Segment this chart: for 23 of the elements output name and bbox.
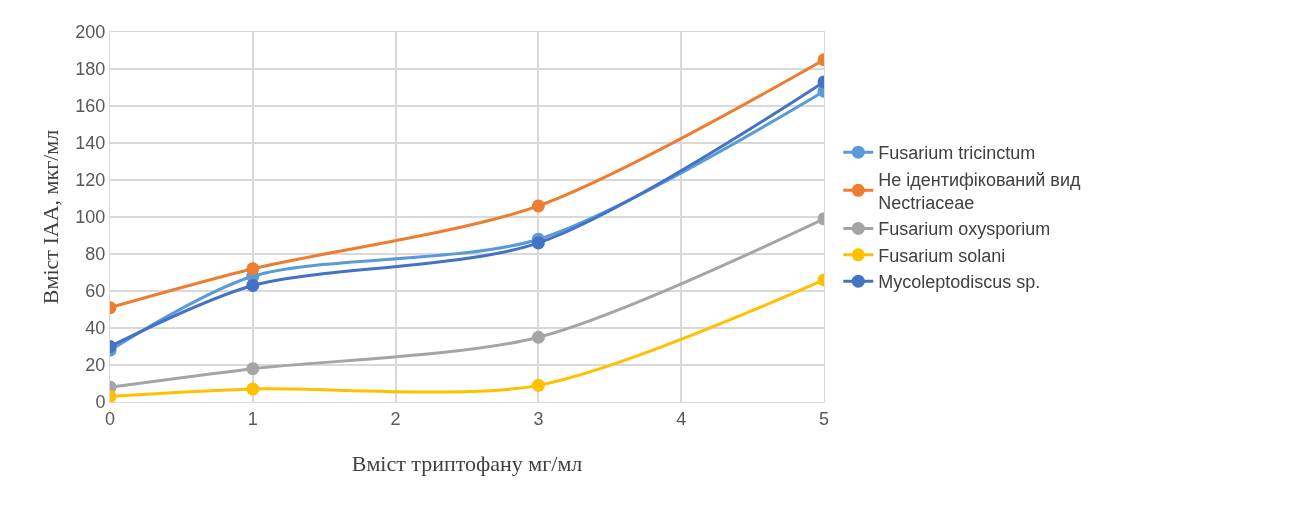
y-tick-label: 200 — [75, 22, 106, 43]
y-tick-label: 60 — [85, 281, 106, 302]
y-tick-label: 120 — [75, 170, 106, 191]
x-tick-label: 3 — [533, 408, 544, 429]
y-tick-label: 180 — [75, 59, 106, 80]
y-tick-label: 140 — [75, 133, 106, 154]
legend-label: Mycoleptodiscus sp. — [878, 272, 1041, 293]
y-axis-title: Вміст IAA, мкг/мл — [38, 129, 64, 305]
x-tick-label: 4 — [676, 408, 687, 429]
y-tick-label: 20 — [85, 355, 106, 376]
x-tick-label: 1 — [247, 408, 258, 429]
y-tick-label: 100 — [75, 207, 106, 228]
y-tick-label: 160 — [75, 96, 106, 117]
legend-label: Fusarium solani — [878, 245, 1006, 266]
legend-label: Не ідентифікований вид Nectriaceae — [878, 169, 1081, 214]
y-tick-label: 80 — [85, 244, 106, 265]
legend-label: Fusarium oxysporium — [878, 219, 1051, 240]
x-tick-label: 5 — [818, 408, 830, 429]
x-axis-title: Вміст триптофану мг/мл — [351, 451, 583, 477]
y-tick-label: 0 — [95, 392, 106, 413]
y-tick-label: 40 — [85, 318, 106, 339]
x-tick-label: 2 — [390, 408, 401, 429]
legend-label: Fusarium tricinctum — [878, 143, 1036, 164]
